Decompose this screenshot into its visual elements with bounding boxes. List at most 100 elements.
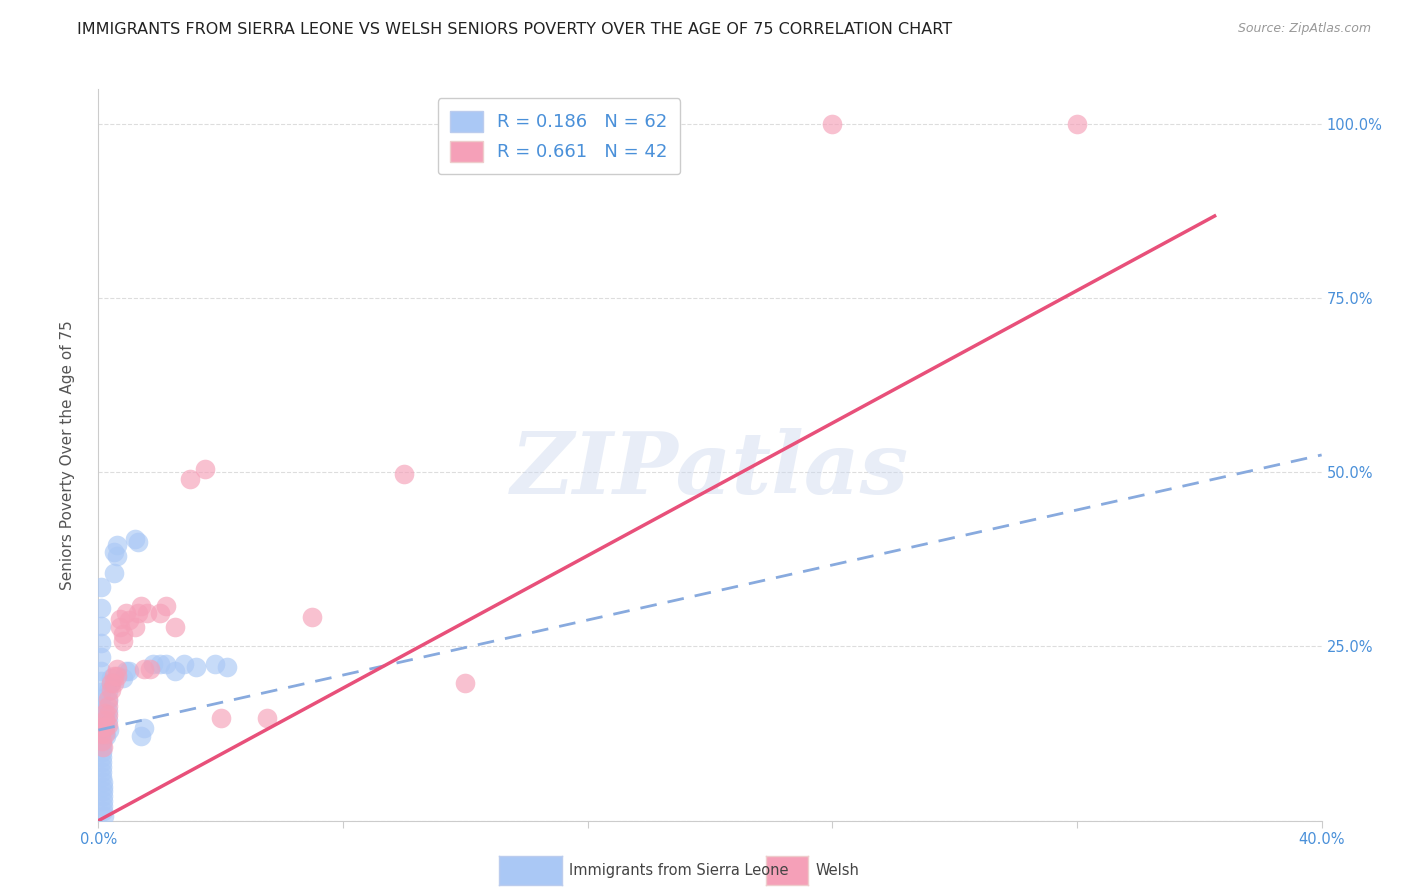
Point (108, 620, 131, 634)
Point (118, 664, 141, 678)
Point (90, 649, 112, 664)
Point (204, 657, 226, 671)
Point (97, 717, 120, 731)
Point (115, 664, 138, 678)
Point (90, 685, 112, 699)
Point (186, 660, 208, 674)
Point (127, 535, 149, 549)
Point (111, 671, 134, 685)
Point (90, 720, 112, 734)
Point (90, 726, 112, 740)
Y-axis label: Seniors Poverty Over the Age of 75: Seniors Poverty Over the Age of 75 (60, 320, 75, 590)
Point (118, 613, 141, 627)
Point (90, 674, 112, 689)
Point (179, 472, 201, 486)
Point (149, 606, 172, 620)
Point (100, 682, 122, 697)
Point (98, 723, 121, 737)
Point (90, 636, 112, 650)
Point (91, 774, 114, 789)
Text: IMMIGRANTS FROM SIERRA LEONE VS WELSH SENIORS POVERTY OVER THE AGE OF 75 CORRELA: IMMIGRANTS FROM SIERRA LEONE VS WELSH SE… (77, 22, 952, 37)
Point (103, 675, 125, 690)
Point (454, 675, 477, 690)
Point (91, 755, 114, 769)
Point (93, 720, 115, 734)
Point (105, 662, 128, 676)
Point (105, 669, 128, 683)
Point (90, 664, 112, 678)
Point (94, 730, 117, 744)
Point (91, 760, 114, 774)
Point (97, 707, 120, 722)
Point (105, 539, 128, 553)
Point (194, 462, 217, 476)
Point (100, 675, 122, 690)
Point (173, 657, 195, 671)
Point (93, 720, 115, 734)
Point (97, 714, 120, 728)
Point (97, 694, 120, 708)
Point (90, 601, 112, 615)
Point (91, 789, 114, 804)
Point (93, 706, 115, 720)
Text: Welsh: Welsh (815, 863, 859, 878)
Point (91, 740, 114, 755)
Point (103, 545, 125, 559)
Text: Source: ZipAtlas.com: Source: ZipAtlas.com (1237, 22, 1371, 36)
Point (91, 733, 114, 747)
Point (100, 671, 122, 685)
Point (111, 634, 134, 648)
Text: Immigrants from Sierra Leone: Immigrants from Sierra Leone (569, 863, 789, 878)
Point (91, 740, 114, 755)
Point (91, 770, 114, 784)
Point (90, 580, 112, 594)
Point (90, 721, 112, 735)
Point (115, 606, 138, 620)
Point (142, 657, 165, 671)
Point (91, 750, 114, 764)
Point (90, 691, 112, 706)
Point (155, 599, 177, 613)
Point (93, 713, 115, 727)
Point (392, 467, 416, 481)
Point (90, 618, 112, 632)
Point (129, 729, 152, 743)
Point (105, 549, 128, 563)
Point (124, 532, 146, 546)
Point (209, 710, 232, 724)
Point (821, 117, 844, 131)
Text: ZIPatlas: ZIPatlas (510, 428, 910, 511)
Point (90, 706, 112, 720)
Point (215, 660, 238, 674)
Point (129, 599, 152, 613)
Point (163, 664, 186, 678)
Point (90, 716, 112, 731)
Point (90, 726, 112, 740)
Point (91, 784, 114, 798)
Point (91, 745, 114, 759)
Point (91, 794, 114, 808)
Point (1066, 117, 1088, 131)
Point (155, 657, 177, 671)
Point (100, 675, 122, 690)
Point (91, 799, 114, 814)
Legend: R = 0.186   N = 62, R = 0.661   N = 42: R = 0.186 N = 62, R = 0.661 N = 42 (437, 98, 681, 174)
Point (134, 662, 156, 676)
Point (90, 731, 112, 745)
Point (93, 724, 115, 739)
Point (256, 710, 278, 724)
Point (139, 662, 162, 676)
Point (111, 627, 134, 641)
Point (127, 606, 149, 620)
Point (93, 726, 115, 740)
Point (136, 606, 159, 620)
Point (124, 620, 146, 634)
Point (149, 657, 172, 671)
Point (90, 698, 112, 713)
Point (93, 713, 115, 727)
Point (91, 736, 114, 750)
Point (93, 809, 115, 823)
Point (91, 804, 114, 818)
Point (301, 610, 323, 624)
Point (108, 612, 131, 626)
